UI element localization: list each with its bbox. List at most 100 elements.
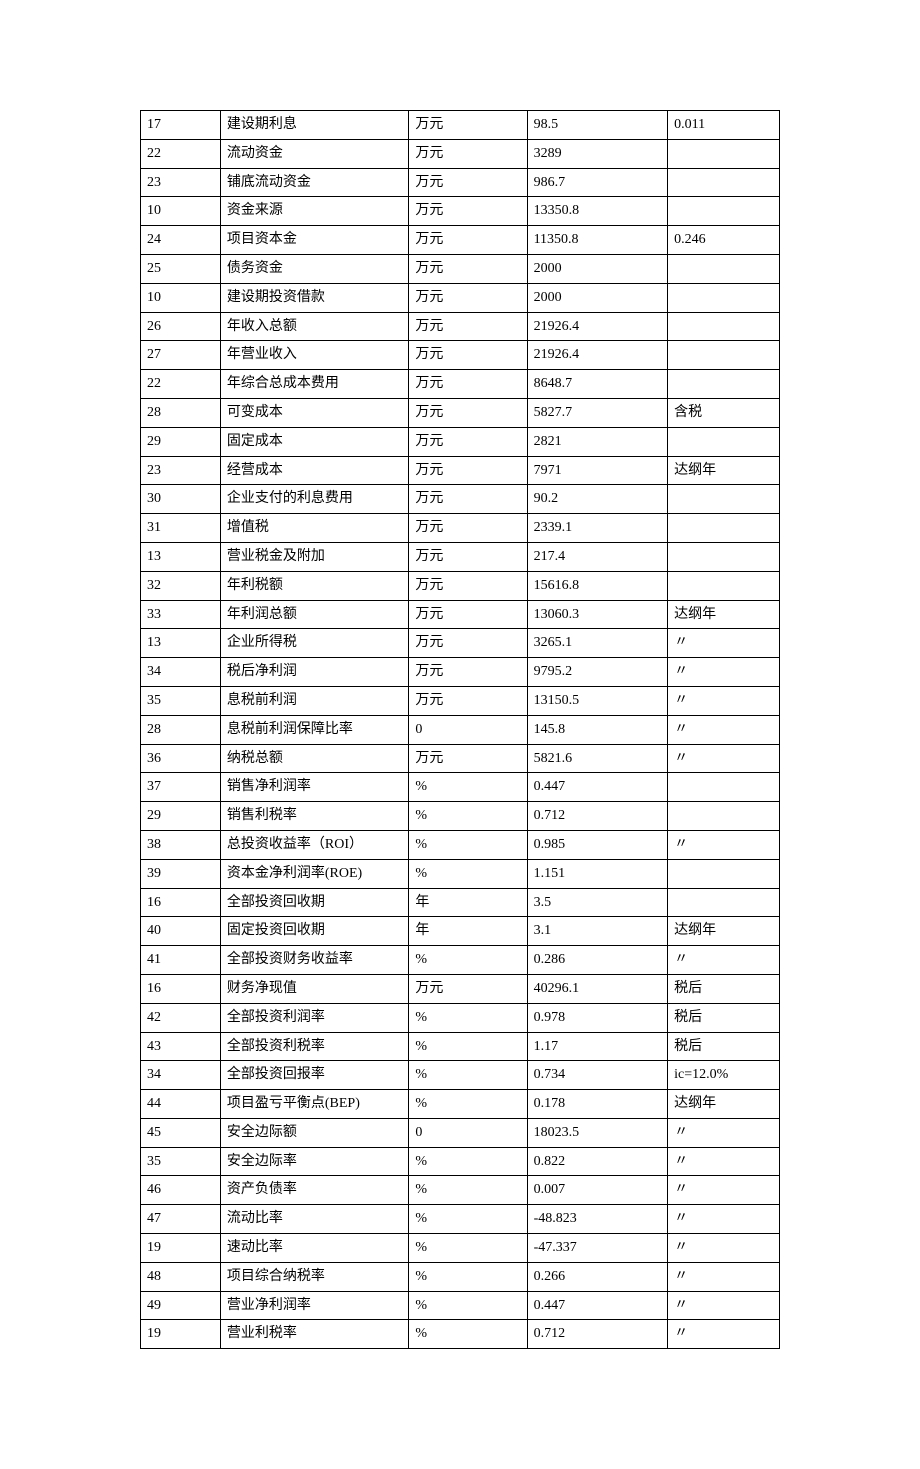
table-cell: 0.007 bbox=[527, 1176, 668, 1205]
table-cell: 24 bbox=[141, 226, 221, 255]
table-cell: 2821 bbox=[527, 427, 668, 456]
table-cell: 全部投资利润率 bbox=[220, 1003, 409, 1032]
table-cell: 万元 bbox=[409, 629, 527, 658]
table-cell: 万元 bbox=[409, 542, 527, 571]
table-row: 23经营成本万元7971达纲年 bbox=[141, 456, 780, 485]
table-cell: % bbox=[409, 1032, 527, 1061]
table-cell: 〃 bbox=[668, 715, 780, 744]
table-cell: 41 bbox=[141, 946, 221, 975]
table-cell: 90.2 bbox=[527, 485, 668, 514]
table-cell: 145.8 bbox=[527, 715, 668, 744]
table-cell: 营业税金及附加 bbox=[220, 542, 409, 571]
table-row: 17建设期利息万元98.50.011 bbox=[141, 111, 780, 140]
table-cell: 固定投资回收期 bbox=[220, 917, 409, 946]
table-row: 29固定成本万元2821 bbox=[141, 427, 780, 456]
table-cell: 21926.4 bbox=[527, 312, 668, 341]
table-cell: 15616.8 bbox=[527, 571, 668, 600]
table-cell: 资本金净利润率(ROE) bbox=[220, 859, 409, 888]
table-row: 31增值税万元2339.1 bbox=[141, 514, 780, 543]
table-cell: 万元 bbox=[409, 341, 527, 370]
table-cell: 万元 bbox=[409, 485, 527, 514]
table-row: 42全部投资利润率%0.978税后 bbox=[141, 1003, 780, 1032]
table-cell: 〃 bbox=[668, 1262, 780, 1291]
table-cell: 0.246 bbox=[668, 226, 780, 255]
table-cell: 0.011 bbox=[668, 111, 780, 140]
table-cell: 万元 bbox=[409, 427, 527, 456]
table-cell: 11350.8 bbox=[527, 226, 668, 255]
table-cell: 38 bbox=[141, 830, 221, 859]
table-cell: 纳税总额 bbox=[220, 744, 409, 773]
table-cell: 10 bbox=[141, 283, 221, 312]
table-cell: 36 bbox=[141, 744, 221, 773]
table-cell: 万元 bbox=[409, 111, 527, 140]
table-cell: 年营业收入 bbox=[220, 341, 409, 370]
table-cell: 年利润总额 bbox=[220, 600, 409, 629]
table-row: 40固定投资回收期年3.1达纲年 bbox=[141, 917, 780, 946]
table-cell: 19 bbox=[141, 1234, 221, 1263]
table-cell: 27 bbox=[141, 341, 221, 370]
table-cell: 21926.4 bbox=[527, 341, 668, 370]
table-cell: 项目资本金 bbox=[220, 226, 409, 255]
table-cell: 10 bbox=[141, 197, 221, 226]
table-row: 33年利润总额万元13060.3达纲年 bbox=[141, 600, 780, 629]
table-row: 24项目资本金万元11350.80.246 bbox=[141, 226, 780, 255]
table-row: 27年营业收入万元21926.4 bbox=[141, 341, 780, 370]
table-row: 47流动比率%-48.823〃 bbox=[141, 1205, 780, 1234]
table-cell: 安全边际额 bbox=[220, 1118, 409, 1147]
table-cell: 万元 bbox=[409, 398, 527, 427]
table-cell: 万元 bbox=[409, 226, 527, 255]
table-cell: % bbox=[409, 1176, 527, 1205]
table-cell: 3289 bbox=[527, 139, 668, 168]
table-cell: 债务资金 bbox=[220, 254, 409, 283]
table-cell: 18023.5 bbox=[527, 1118, 668, 1147]
table-cell: % bbox=[409, 1205, 527, 1234]
table-cell: 42 bbox=[141, 1003, 221, 1032]
table-cell: 0.985 bbox=[527, 830, 668, 859]
table-row: 13企业所得税万元3265.1〃 bbox=[141, 629, 780, 658]
table-cell bbox=[668, 197, 780, 226]
table-cell: 49 bbox=[141, 1291, 221, 1320]
table-cell: 〃 bbox=[668, 1147, 780, 1176]
table-row: 38总投资收益率（ROI）%0.985〃 bbox=[141, 830, 780, 859]
table-cell: 46 bbox=[141, 1176, 221, 1205]
table-cell: 铺底流动资金 bbox=[220, 168, 409, 197]
table-row: 29销售利税率%0.712 bbox=[141, 802, 780, 831]
table-cell: 9795.2 bbox=[527, 658, 668, 687]
table-cell: % bbox=[409, 1262, 527, 1291]
table-cell: 0.712 bbox=[527, 1320, 668, 1349]
table-cell: 〃 bbox=[668, 946, 780, 975]
table-cell: 建设期利息 bbox=[220, 111, 409, 140]
table-cell: 16 bbox=[141, 888, 221, 917]
table-cell: 〃 bbox=[668, 744, 780, 773]
table-cell bbox=[668, 859, 780, 888]
table-cell bbox=[668, 283, 780, 312]
table-cell bbox=[668, 485, 780, 514]
table-row: 34全部投资回报率%0.734ic=12.0% bbox=[141, 1061, 780, 1090]
table-cell: % bbox=[409, 1147, 527, 1176]
table-cell: 25 bbox=[141, 254, 221, 283]
table-cell: 万元 bbox=[409, 514, 527, 543]
financial-indicators-table: 17建设期利息万元98.50.01122流动资金万元328923铺底流动资金万元… bbox=[140, 110, 780, 1349]
table-row: 41全部投资财务收益率%0.286〃 bbox=[141, 946, 780, 975]
table-cell: 13150.5 bbox=[527, 686, 668, 715]
table-cell: 销售净利润率 bbox=[220, 773, 409, 802]
table-cell: 万元 bbox=[409, 254, 527, 283]
table-cell: 万元 bbox=[409, 312, 527, 341]
table-cell: 〃 bbox=[668, 1118, 780, 1147]
table-cell: 全部投资回报率 bbox=[220, 1061, 409, 1090]
table-cell: 3.1 bbox=[527, 917, 668, 946]
table-cell: 万元 bbox=[409, 139, 527, 168]
table-row: 49营业净利润率%0.447〃 bbox=[141, 1291, 780, 1320]
table-cell: 17 bbox=[141, 111, 221, 140]
table-cell bbox=[668, 773, 780, 802]
table-cell: 流动比率 bbox=[220, 1205, 409, 1234]
table-cell bbox=[668, 312, 780, 341]
table-cell: % bbox=[409, 802, 527, 831]
table-cell: 税后 bbox=[668, 1032, 780, 1061]
table-cell: 〃 bbox=[668, 1320, 780, 1349]
table-cell: 全部投资回收期 bbox=[220, 888, 409, 917]
table-cell: 0 bbox=[409, 1118, 527, 1147]
table-cell: 43 bbox=[141, 1032, 221, 1061]
table-cell bbox=[668, 802, 780, 831]
table-cell: 经营成本 bbox=[220, 456, 409, 485]
